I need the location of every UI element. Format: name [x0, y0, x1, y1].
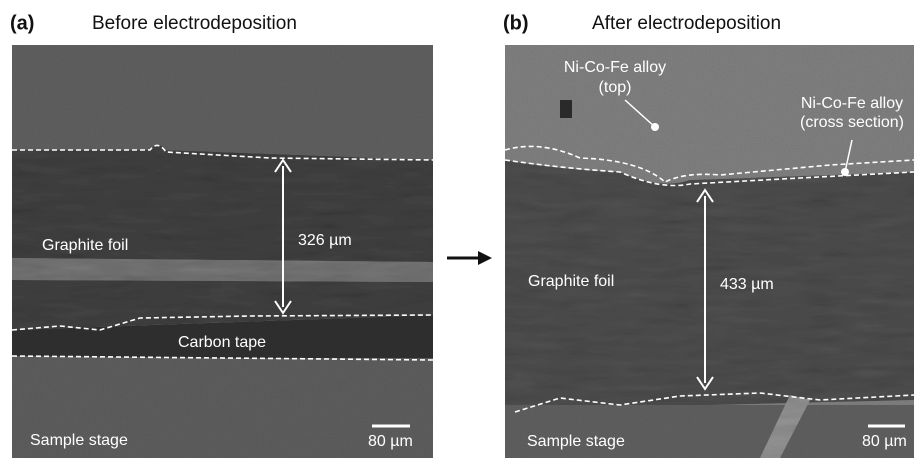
arrow: [447, 251, 492, 265]
annotation: Carbon tape: [178, 334, 266, 351]
panel-label: (b): [503, 12, 529, 34]
annotation: 433 µm: [720, 276, 774, 293]
annotation: Sample stage: [527, 433, 625, 450]
annotation: Ni-Co-Fe alloy: [801, 95, 903, 112]
figure: (a) Before electrodeposition Graphite fo…: [0, 0, 914, 458]
annotation: Sample stage: [30, 432, 128, 449]
annotation: Ni-Co-Fe alloy: [564, 59, 666, 76]
panel-title: Before electrodeposition: [92, 13, 297, 34]
panel-title: After electrodeposition: [592, 13, 781, 34]
sem-image: Ni-Co-Fe alloy (top) Ni-Co-Fe alloy (cro…: [505, 45, 914, 458]
annotation: Graphite foil: [42, 237, 128, 254]
annotation: (top): [599, 79, 632, 96]
annotation: Graphite foil: [528, 273, 614, 290]
scale-bar-label: 80 µm: [862, 433, 907, 450]
scale-bar-label: 80 µm: [368, 433, 413, 450]
annotation: 326 µm: [298, 232, 352, 249]
panel-label: (a): [10, 12, 34, 34]
annotation: (cross section): [800, 114, 904, 131]
